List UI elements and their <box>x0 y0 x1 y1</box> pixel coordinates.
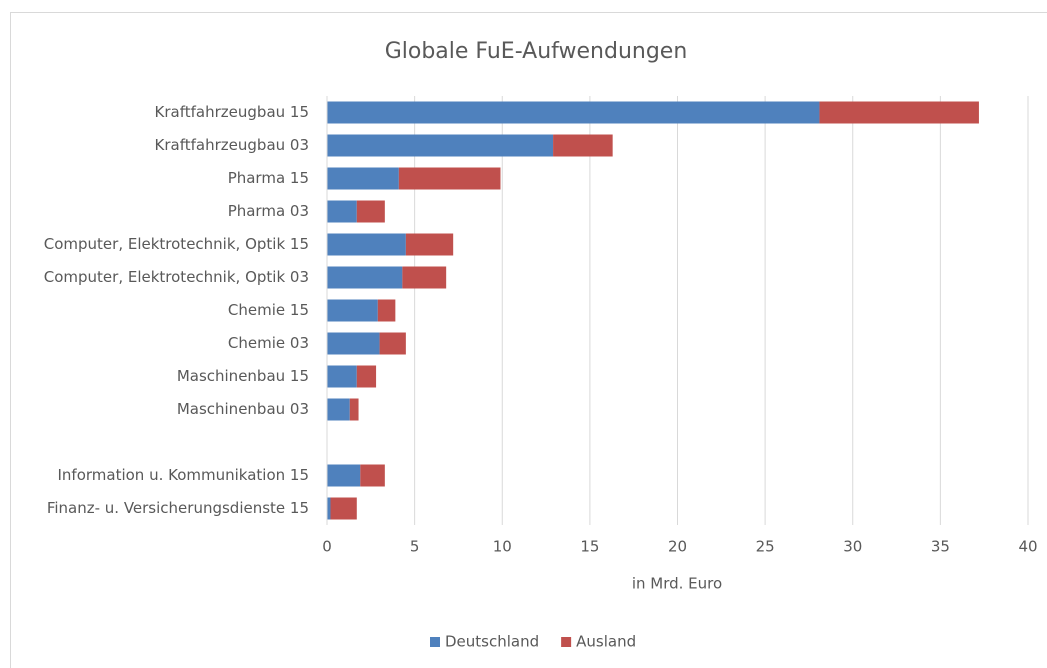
y-tick-label: Maschinenbau 03 <box>177 400 309 418</box>
bar-segment <box>327 266 403 289</box>
x-tick-label: 0 <box>322 538 332 556</box>
bar-segment <box>356 200 385 223</box>
bar-segment <box>327 299 378 322</box>
y-tick-label: Computer, Elektrotechnik, Optik 15 <box>44 235 309 253</box>
bar-segment <box>330 497 357 520</box>
y-tick-label: Pharma 03 <box>228 202 309 220</box>
x-tick-label: 25 <box>756 538 775 556</box>
x-tick-label: 35 <box>931 538 950 556</box>
bar-segment <box>356 365 377 388</box>
bar-segment <box>398 167 501 190</box>
bar-segment <box>327 398 350 421</box>
bar-segment <box>327 332 380 355</box>
y-tick-label: Chemie 03 <box>228 334 309 352</box>
bar-segment <box>327 200 357 223</box>
bar-segment <box>405 233 454 256</box>
bar-segment <box>819 101 979 124</box>
bar-segment <box>327 464 361 487</box>
x-tick-label: 5 <box>410 538 420 556</box>
legend-swatch <box>430 637 440 647</box>
x-axis-label: in Mrd. Euro <box>632 575 722 593</box>
legend-swatch <box>561 637 572 647</box>
y-tick-label: Computer, Elektrotechnik, Optik 03 <box>44 268 309 286</box>
x-tick-label: 40 <box>1018 538 1037 556</box>
x-tick-label: 15 <box>580 538 599 556</box>
chart-title: Globale FuE-Aufwendungen <box>385 39 688 64</box>
bar-segment <box>327 365 357 388</box>
bar-segment <box>327 134 554 157</box>
bar-segment <box>360 464 385 487</box>
bar-segment <box>553 134 613 157</box>
y-tick-label: Pharma 15 <box>228 169 309 187</box>
bar-segment <box>379 332 406 355</box>
bar-segment <box>327 497 331 520</box>
bar-segment <box>349 398 359 421</box>
bar-segment <box>327 233 406 256</box>
legend-label: Deutschland <box>445 633 539 651</box>
bar-segment <box>402 266 447 289</box>
y-tick-label: Finanz- u. Versicherungsdienste 15 <box>47 499 309 517</box>
bar-segment <box>377 299 396 322</box>
x-tick-label: 10 <box>493 538 512 556</box>
bar-segment <box>327 167 399 190</box>
x-tick-label: 20 <box>668 538 687 556</box>
y-tick-label: Chemie 15 <box>228 301 309 319</box>
bar-segment <box>327 101 820 124</box>
y-tick-label: Information u. Kommunikation 15 <box>57 466 309 484</box>
y-tick-label: Kraftfahrzeugbau 15 <box>155 103 309 121</box>
y-tick-label: Maschinenbau 15 <box>177 367 309 385</box>
y-tick-label: Kraftfahrzeugbau 03 <box>155 136 309 154</box>
legend-label: Ausland <box>576 633 636 651</box>
x-tick-label: 30 <box>843 538 862 556</box>
